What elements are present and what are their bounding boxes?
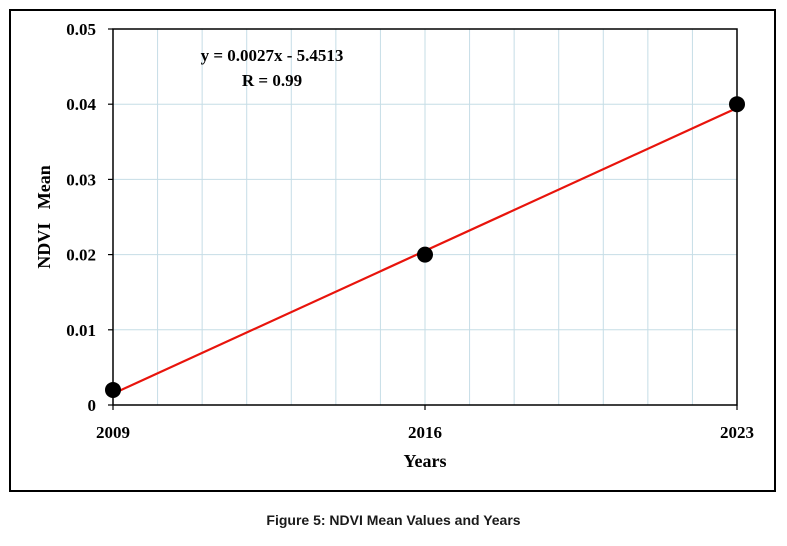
trend-r-value: R = 0.99 xyxy=(242,71,302,90)
x-axis-title: Years xyxy=(404,451,447,471)
figure-caption: Figure 5: NDVI Mean Values and Years xyxy=(266,512,521,528)
y-axis-ticks: 0 0.01 0.02 0.03 0.04 0.05 xyxy=(66,20,113,415)
chart-frame xyxy=(9,9,776,492)
x-tick-label: 2023 xyxy=(720,423,754,442)
x-tick-label: 2016 xyxy=(408,423,442,442)
y-axis-title: NDVI Mean xyxy=(34,165,54,269)
y-tick-label: 0.01 xyxy=(66,321,96,340)
y-tick-label: 0 xyxy=(88,396,97,415)
data-point xyxy=(729,96,745,113)
data-points xyxy=(105,96,745,398)
x-tick-label: 2009 xyxy=(96,423,130,442)
y-tick-label: 0.05 xyxy=(66,20,96,39)
trend-equation: y = 0.0027x - 5.4513 xyxy=(201,46,344,65)
y-tick-label: 0.04 xyxy=(66,95,96,114)
x-axis-ticks: 2009 2016 2023 xyxy=(96,405,754,442)
data-point xyxy=(105,381,121,398)
data-point xyxy=(417,246,433,263)
y-tick-label: 0.03 xyxy=(66,170,96,189)
grid-lines xyxy=(113,29,737,405)
y-tick-label: 0.02 xyxy=(66,246,96,265)
